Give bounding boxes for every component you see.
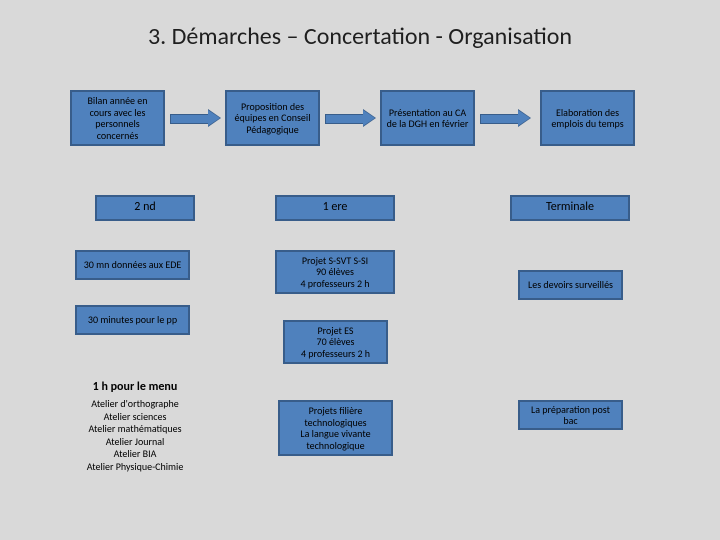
col1-menu-items: Atelier d'orthographe Atelier sciences A… xyxy=(70,398,200,473)
col3-box-postbac-text: La préparation post bac xyxy=(524,404,617,427)
col3-box-postbac: La préparation post bac xyxy=(518,400,623,430)
col3-box-devoirs-text: Les devoirs surveillés xyxy=(528,279,613,291)
flow-step-3: Présentation au CA de la DGH en février xyxy=(380,90,475,146)
col1-box-pp: 30 minutes pour le pp xyxy=(75,305,190,335)
flow-step-1: Bilan année en cours avec les personnels… xyxy=(70,90,165,146)
page-title: 3. Démarches – Concertation - Organisati… xyxy=(0,22,720,51)
flow-step-3-text: Présentation au CA de la DGH en février xyxy=(386,107,469,130)
col3-box-devoirs: Les devoirs surveillés xyxy=(518,270,623,300)
level-terminale-text: Terminale xyxy=(546,201,594,215)
flow-step-2: Proposition des équipes en Conseil Pédag… xyxy=(225,90,320,146)
flow-step-1-text: Bilan année en cours avec les personnels… xyxy=(76,95,159,141)
flow-arrow-2 xyxy=(325,110,375,126)
level-1ere-text: 1 ere xyxy=(323,201,348,215)
col1-menu-title: 1 h pour le menu xyxy=(70,380,200,395)
flow-step-2-text: Proposition des équipes en Conseil Pédag… xyxy=(231,101,314,136)
flow-arrow-1 xyxy=(170,110,220,126)
col2-box-techno: Projets filière technologiques La langue… xyxy=(278,400,393,456)
level-2nd: 2 nd xyxy=(95,195,195,221)
level-2nd-text: 2 nd xyxy=(134,201,155,215)
col1-box-pp-text: 30 minutes pour le pp xyxy=(88,314,177,326)
col1-box-ede-text: 30 mn données aux EDE xyxy=(84,259,182,271)
flow-arrow-3 xyxy=(480,110,530,126)
level-1ere: 1 ere xyxy=(275,195,395,221)
flow-step-4-text: Elaboration des emplois du temps xyxy=(546,107,629,130)
flow-step-4: Elaboration des emplois du temps xyxy=(540,90,635,146)
col2-box-ssvt-text: Projet S-SVT S-SI 90 élèves 4 professeur… xyxy=(300,255,369,290)
col2-box-ssvt: Projet S-SVT S-SI 90 élèves 4 professeur… xyxy=(275,250,395,294)
col2-box-es: Projet ES 70 élèves 4 professeurs 2 h xyxy=(283,320,388,364)
level-terminale: Terminale xyxy=(510,195,630,221)
col2-box-techno-text: Projets filière technologiques La langue… xyxy=(284,405,387,451)
col2-box-es-text: Projet ES 70 élèves 4 professeurs 2 h xyxy=(301,325,370,360)
col1-box-ede: 30 mn données aux EDE xyxy=(75,250,190,280)
